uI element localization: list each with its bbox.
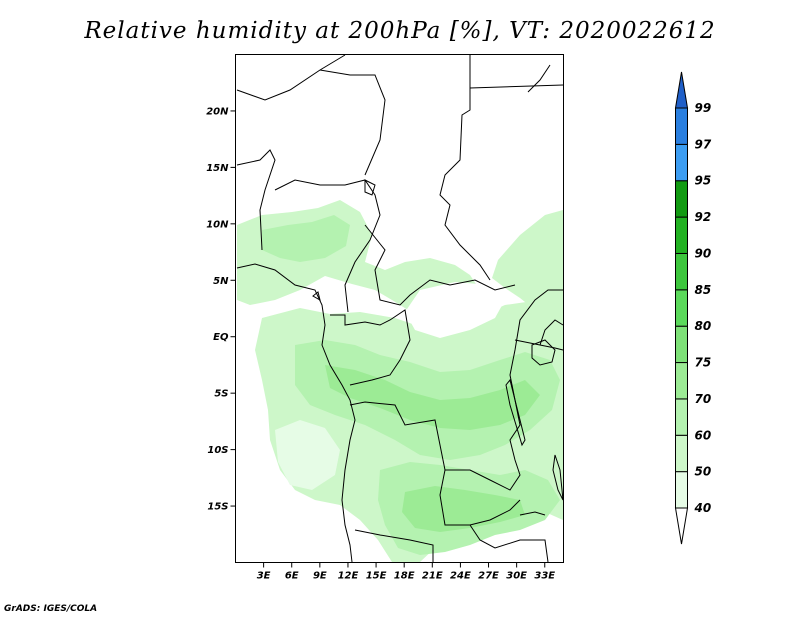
border-north-3 — [439, 55, 491, 281]
colorbar-label: 80 — [695, 319, 712, 333]
lat-tick-label: 5N — [213, 276, 229, 287]
lake-chad — [364, 179, 376, 196]
island-bioko — [312, 291, 321, 302]
colorbar-label: 92 — [695, 210, 712, 224]
colorbar-swatch — [675, 143, 688, 182]
lat-tick-label: 20N — [206, 106, 229, 117]
border-west-1 — [236, 149, 276, 251]
border-central-2 — [330, 309, 411, 386]
lon-tick-label: 15E — [366, 571, 387, 582]
latitude-ticks: 20N 15N 10N 5N EQ 5S 10S 15S — [206, 106, 236, 513]
colorbar-swatch — [675, 107, 688, 145]
lon-tick-label: 33E — [534, 571, 555, 582]
lon-tick-label: 12E — [338, 571, 359, 582]
lat-tick-label: 5S — [214, 389, 228, 400]
lake-tanganyika — [505, 378, 526, 447]
humidity-region-west-africa-core — [262, 215, 350, 262]
credit-label: GrADS: IGES/COLA — [4, 604, 98, 614]
colorbar-over-arrow — [674, 71, 689, 109]
humidity-field — [237, 200, 563, 562]
lat-tick-label: 15N — [206, 163, 229, 174]
lon-tick-label: 9E — [313, 571, 327, 582]
lat-tick-label: 15S — [207, 502, 228, 513]
lat-tick-label: 10S — [207, 445, 228, 456]
lat-tick-label: 10N — [206, 219, 229, 230]
border-north-2 — [319, 69, 386, 176]
longitude-ticks: 3E 6E 9E 12E 15E 18E 21E 24E 27E 30E 33E — [257, 562, 555, 582]
red-sea-coast — [527, 64, 551, 93]
border-west-2 — [274, 179, 381, 313]
colorbar-swatch — [675, 180, 688, 218]
colorbar-swatch — [675, 252, 688, 291]
map-frame — [235, 54, 564, 563]
lat-tick-label: EQ — [213, 332, 229, 343]
border-east-2 — [539, 319, 564, 346]
colorbar-swatch — [675, 289, 688, 327]
lon-tick-label: 30E — [506, 571, 527, 582]
colorbar-swatch — [675, 362, 688, 400]
colorbar-swatch — [675, 216, 688, 254]
colorbar-swatch — [675, 398, 688, 436]
humidity-region-clear-sw — [275, 420, 340, 490]
lon-tick-label: 3E — [257, 571, 271, 582]
border-north-1 — [236, 54, 346, 101]
colorbar-under-arrow — [674, 507, 689, 545]
lon-tick-label: 24E — [450, 571, 471, 582]
lon-tick-label: 27E — [478, 571, 499, 582]
humidity-region-clear-center — [405, 282, 505, 338]
lon-tick-label: 6E — [285, 571, 299, 582]
colorbar-swatch — [675, 434, 688, 473]
colorbar-label: 40 — [694, 501, 712, 515]
lake-victoria — [531, 339, 556, 366]
colorbar-swatch — [675, 471, 688, 509]
colorbar-label: 75 — [695, 356, 712, 370]
lake-kariba — [519, 511, 546, 516]
border-east-1 — [514, 339, 564, 351]
colorbar-label: 95 — [695, 174, 712, 188]
country-borders — [236, 54, 564, 563]
border-south — [354, 529, 434, 562]
border-zambia-south — [469, 524, 549, 563]
colorbar-label: 99 — [695, 101, 712, 115]
lon-tick-label: 21E — [422, 571, 443, 582]
colorbar-label: 90 — [695, 246, 712, 260]
colorbar-swatch — [675, 325, 688, 364]
colorbar-label: 50 — [695, 465, 712, 479]
colorbar-label: 97 — [695, 137, 712, 151]
chart-title: Relative humidity at 200hPa [%], VT: 202… — [84, 18, 716, 44]
border-drc — [349, 289, 563, 491]
colorbar-label: 60 — [695, 428, 712, 442]
lake-malawi — [552, 454, 564, 501]
colorbar: 40 50 60 70 75 80 85 90 92 95 97 99 — [674, 71, 712, 545]
humidity-region-congo-hi — [325, 365, 540, 430]
humidity-region-east — [492, 210, 563, 330]
border-central-1 — [364, 224, 516, 306]
lon-tick-label: 18E — [394, 571, 415, 582]
coastline-west — [236, 263, 356, 563]
humidity-region-south-hi — [402, 486, 525, 532]
colorbar-label: 85 — [695, 283, 712, 297]
colorbar-label: 70 — [695, 392, 712, 406]
border-north-4 — [469, 84, 564, 89]
